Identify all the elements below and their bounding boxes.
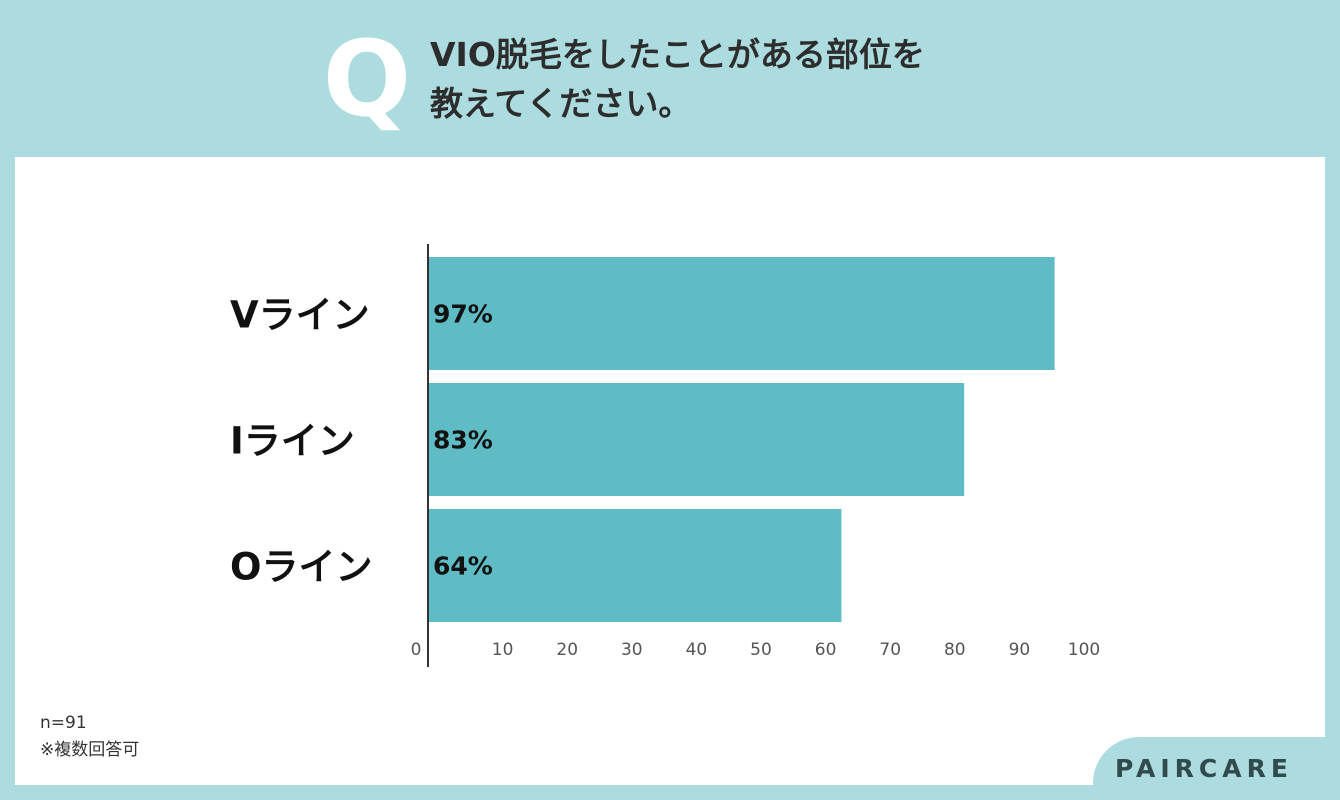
bar-2	[428, 383, 965, 496]
question-mark: Q	[322, 18, 412, 140]
x-tick-label-50: 50	[750, 640, 772, 660]
bar-3	[428, 509, 842, 622]
data-label-1: 97%	[433, 300, 493, 329]
x-tick-label-70: 70	[879, 640, 901, 660]
category-label-2: Iライン	[230, 420, 355, 463]
x-tick-label-20: 20	[556, 640, 578, 660]
sample-size-note: n=91	[40, 713, 87, 733]
x-tick-label-10: 10	[492, 640, 514, 660]
x-tick-label-80: 80	[944, 640, 966, 660]
question-title-line-1: VIO脱毛をしたことがある部位を	[430, 35, 925, 74]
horizontal-bar-chart: Vライン 97% Iライン 83% Oライン 64% 0 10 20 30 40 50 60 70 80 90…	[230, 244, 1100, 667]
data-label-2: 83%	[433, 426, 493, 455]
x-tick-label-60: 60	[815, 640, 837, 660]
chart-panel: Vライン 97% Iライン 83% Oライン 64% 0 10 20 30 40 50 60 70 80 90…	[15, 157, 1325, 785]
question-title: VIO脱毛をしたことがある部位を 教えてください。	[430, 30, 1130, 128]
category-label-3: Oライン	[230, 546, 372, 589]
brand-tab	[1093, 737, 1340, 800]
bar-1	[428, 257, 1055, 370]
x-tick-label-40: 40	[686, 640, 708, 660]
category-label-1: Vライン	[230, 294, 370, 337]
multiple-answer-note: ※複数回答可	[40, 740, 140, 760]
question-title-line-2: 教えてください。	[430, 84, 692, 123]
question-header: Q VIO脱毛をしたことがある部位を 教えてください。	[0, 0, 1340, 157]
x-tick-label-0: 0	[411, 640, 422, 660]
x-tick-label-100: 100	[1068, 640, 1100, 660]
brand-logo: PAIRCARE	[1115, 754, 1293, 783]
x-tick-label-30: 30	[621, 640, 643, 660]
x-tick-label-90: 90	[1009, 640, 1031, 660]
data-label-3: 64%	[433, 552, 493, 581]
